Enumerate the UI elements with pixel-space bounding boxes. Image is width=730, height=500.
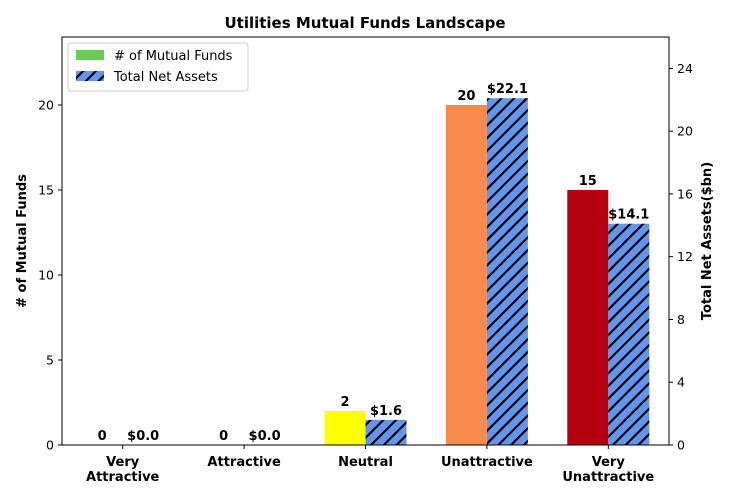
plot-frame [61, 36, 670, 446]
data-label-mutual-funds: 0 [219, 429, 228, 444]
y-tick-label: 20 [38, 98, 54, 113]
y-tick-label: 15 [38, 183, 54, 198]
x-tick-label: Very [106, 455, 140, 470]
legend: # of Mutual Funds Total Net Assets [67, 42, 249, 92]
data-label-net-assets: $0.0 [127, 429, 159, 444]
y-tick-label: 0 [46, 438, 54, 453]
bar-net-assets [486, 98, 528, 445]
data-label-mutual-funds: 15 [579, 174, 597, 189]
bar-mutual-funds [324, 411, 366, 445]
y2-tick-label: 8 [677, 312, 685, 327]
x-tick-label: Very [592, 455, 626, 470]
data-label-net-assets: $0.0 [249, 429, 281, 444]
bar-net-assets [608, 223, 650, 445]
y-tick-label: 10 [38, 268, 54, 283]
chart-title: Utilities Mutual Funds Landscape [224, 14, 505, 32]
legend-label-net-assets: Total Net Assets [113, 70, 218, 85]
legend-swatch-net-assets [76, 71, 104, 81]
y2-tick-label: 24 [677, 61, 693, 76]
x-tick-label: Unattractive [441, 455, 533, 470]
data-label-net-assets: $14.1 [608, 208, 649, 223]
y2-tick-label: 12 [677, 249, 693, 264]
x-tick-label: Neutral [338, 455, 393, 470]
bar-mutual-funds [445, 105, 487, 445]
y2-tick-label: 16 [677, 186, 693, 201]
data-label-net-assets: $1.6 [370, 404, 402, 419]
y2-axis-label: Total Net Assets($bn) [700, 162, 715, 320]
y2-tick-label: 20 [677, 124, 693, 139]
legend-box [67, 42, 249, 92]
y-axis-label: # of Mutual Funds [15, 174, 30, 308]
legend-swatch-mutual-funds [76, 50, 104, 60]
y2-tick-label: 0 [677, 438, 685, 453]
x-tick-label: Unattractive [562, 470, 654, 485]
x-tick-label: Attractive [86, 470, 160, 485]
data-label-net-assets: $22.1 [487, 82, 528, 97]
bar-net-assets [365, 419, 407, 445]
data-label-mutual-funds: 0 [98, 429, 107, 444]
bar-mutual-funds [567, 190, 609, 445]
y2-tick-label: 4 [677, 375, 685, 390]
data-label-mutual-funds: 2 [340, 395, 349, 410]
legend-label-mutual-funds: # of Mutual Funds [114, 49, 233, 64]
data-label-mutual-funds: 20 [457, 89, 475, 104]
y-tick-label: 5 [46, 353, 54, 368]
x-tick-label: Attractive [207, 455, 281, 470]
